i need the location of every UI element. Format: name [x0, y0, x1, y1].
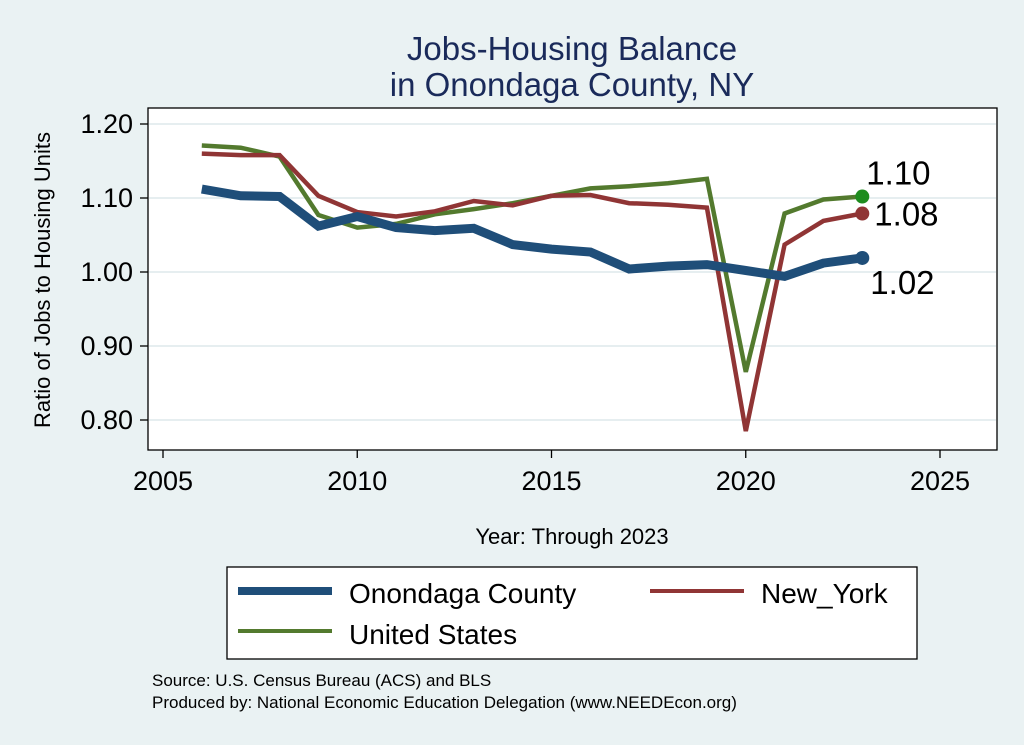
end-markers: 1.02 1.08 1.10: [855, 155, 939, 301]
series-line-onondaga: [201, 184, 863, 282]
legend-label-united-states: United States: [349, 619, 517, 650]
y-tick-label: 0.90: [80, 331, 133, 361]
x-tick-label: 2005: [133, 466, 193, 496]
grid-lines: [149, 123, 996, 421]
end-marker-onondaga: [855, 250, 870, 265]
y-tick-label: 0.80: [80, 405, 133, 435]
y-tick-label: 1.00: [80, 257, 133, 287]
legend-label-new-york: New_York: [761, 578, 889, 609]
produced-by-note: Produced by: National Economic Education…: [152, 693, 737, 712]
legend-box: [226, 566, 918, 660]
chart-title-line-2: in Onondaga County, NY: [390, 66, 754, 103]
end-marker-united-states: [855, 189, 870, 204]
x-tick-label: 2025: [910, 466, 970, 496]
y-axis-title: Ratio of Jobs to Housing Units: [30, 132, 55, 428]
end-label-new-york: 1.08: [874, 196, 938, 233]
axis-ticks: 0.80 0.90 1.00 1.10 1.20 2005 2010 2015 2020 2025: [80, 109, 970, 496]
x-tick-label: 2015: [521, 466, 581, 496]
legend-label-onondaga: Onondaga County: [349, 578, 576, 609]
end-marker-new-york: [855, 206, 870, 221]
source-note: Source: U.S. Census Bureau (ACS) and BLS: [152, 671, 491, 690]
end-label-onondaga: 1.02: [870, 264, 934, 301]
x-axis-title: Year: Through 2023: [475, 524, 668, 549]
x-tick-label: 2020: [716, 466, 776, 496]
series-lines: [201, 143, 863, 432]
series-line-new-york: [201, 151, 863, 432]
x-tick-label: 2010: [327, 466, 387, 496]
chart-title-line-1: Jobs-Housing Balance: [407, 30, 737, 67]
end-label-united-states: 1.10: [866, 155, 930, 192]
y-tick-label: 1.20: [80, 109, 133, 139]
y-tick-label: 1.10: [80, 183, 133, 213]
